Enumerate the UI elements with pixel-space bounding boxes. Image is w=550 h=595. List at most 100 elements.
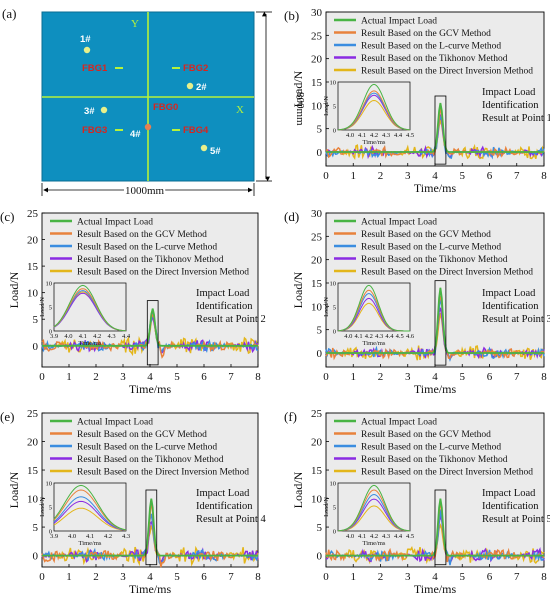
- point5-marker: [200, 144, 208, 152]
- x-tick-label: 5: [460, 170, 466, 182]
- x-tick-label: 0: [323, 371, 329, 383]
- y-tick-label: 15: [27, 465, 39, 477]
- inset-y-tick-label: 10: [46, 281, 53, 288]
- legend-label-3: Result Based on the Tikhonov Method: [361, 54, 508, 64]
- x-tick-label: 6: [487, 371, 493, 383]
- inset-y-tick-label: 0: [333, 529, 336, 536]
- inset-x-tick-label: 4.1: [86, 533, 94, 540]
- y-tick-label: 15: [311, 77, 323, 89]
- inset-x-tick-label: 4.2: [370, 533, 378, 540]
- legend-label-2: Result Based on the L-curve Method: [77, 443, 217, 453]
- panel-label-a: (a): [2, 6, 16, 21]
- annotation-line-2: Result at Point 4: [196, 514, 266, 525]
- panel-label: (c): [0, 209, 14, 224]
- y-tick-label: 10: [311, 301, 323, 313]
- x-tick-label: 2: [378, 170, 384, 182]
- inset-y-tick-label: 0: [333, 128, 336, 135]
- panel-label: (e): [0, 409, 14, 424]
- inset-series-0: [337, 83, 411, 131]
- legend-label-4: Result Based on the Direct Inversion Met…: [361, 468, 533, 478]
- x-tick-label: 0: [39, 371, 45, 383]
- series-line-0: [42, 308, 258, 347]
- legend-label-0: Actual Impact Load: [361, 17, 437, 27]
- y-tick-label: 5: [317, 124, 323, 136]
- x-tick-label: 8: [541, 170, 547, 182]
- inset-x-title: Time/ms: [79, 340, 102, 347]
- y-tick-label: 25: [27, 208, 39, 220]
- x-tick-label: 7: [514, 371, 520, 383]
- y-tick-label: 25: [311, 408, 323, 420]
- y-tick-label: 10: [311, 100, 323, 112]
- y-tick-label: 20: [311, 54, 323, 66]
- height-label: 800mm: [294, 92, 306, 126]
- inset-x-tick-label: 4.0: [346, 533, 354, 540]
- x-tick-label: 7: [514, 170, 520, 182]
- y-tick-label: 0: [317, 147, 323, 159]
- legend-label-1: Result Based on the GCV Method: [361, 430, 491, 440]
- y-tick-label: 15: [311, 278, 323, 290]
- legend-label-4: Result Based on the Direct Inversion Met…: [77, 468, 249, 478]
- x-tick-label: 7: [514, 571, 520, 583]
- inset-y-tick-label: 5: [333, 505, 336, 512]
- inset-y-title: Load/N: [39, 497, 46, 517]
- legend-label-1: Result Based on the GCV Method: [361, 230, 491, 240]
- point4-label: 4#: [130, 129, 141, 140]
- annotation-line-2: Result at Point 2: [196, 314, 266, 325]
- annotation-line-2: Result at Point 1: [482, 113, 550, 124]
- inset-x-tick-label: 4.2: [93, 333, 101, 340]
- legend-label-4: Result Based on the Direct Inversion Met…: [361, 67, 533, 77]
- legend-label-1: Result Based on the GCV Method: [77, 230, 207, 240]
- inset-y-tick-label: 5: [49, 505, 52, 512]
- inset-x-tick-label: 4.1: [358, 132, 366, 139]
- annotation-line-1: Identification: [482, 301, 539, 312]
- inset-series-4: [337, 505, 411, 532]
- point3-label: 3#: [84, 106, 95, 117]
- inset-x-tick-label: 4.2: [365, 333, 373, 340]
- y-tick-label: 30: [311, 7, 323, 19]
- y-tick-label: 15: [27, 261, 39, 273]
- inset-x-tick-label: 3.9: [50, 333, 58, 340]
- y-axis-title: Load/N: [291, 471, 305, 508]
- point3-marker: [100, 106, 108, 114]
- fbg2-sensor: [172, 67, 180, 69]
- inset-x-tick-label: 4.3: [108, 333, 116, 340]
- peak-highlight-box: [434, 489, 447, 566]
- inset-y-tick-label: 5: [333, 104, 336, 111]
- inset-y-tick-label: 10: [46, 481, 53, 488]
- chart-b: (b) 0 1 2 3 4 5 6 7 8 0 5 10 15 20 25 30 Time/ms Load/N Act…: [284, 7, 550, 195]
- inset-series-0: [337, 284, 410, 332]
- x-tick-label: 4: [432, 371, 438, 383]
- annotation-line-0: Impact Load: [482, 87, 536, 98]
- x-tick-label: 8: [255, 371, 261, 383]
- legend-label-1: Result Based on the GCV Method: [77, 430, 207, 440]
- x-tick-label: 8: [541, 571, 547, 583]
- x-tick-label: 2: [93, 371, 99, 383]
- point4-marker: [144, 123, 152, 131]
- inset-x-tick-label: 4.0: [346, 132, 354, 139]
- inset-y-tick-label: 10: [330, 481, 337, 488]
- x-tick-label: 5: [460, 371, 466, 383]
- fbg2-label: FBG2: [183, 63, 208, 74]
- inset-y-tick-label: 0: [49, 529, 52, 536]
- point2-marker: [186, 82, 194, 90]
- inset-x-tick-label: 4.5: [406, 533, 414, 540]
- annotation-line-2: Result at Point 5: [482, 514, 550, 525]
- y-tick-label: 5: [317, 325, 323, 337]
- inset-y-title: Load/N: [39, 297, 46, 317]
- x-tick-label: 3: [405, 571, 411, 583]
- x-tick-label: 3: [405, 371, 411, 383]
- peak-highlight-box: [434, 95, 447, 165]
- chart-e: (e) 0 1 2 3 4 5 6 7 8 0 5 10 15 20 25 Time/ms Load/N Actua…: [0, 408, 266, 595]
- x-tick-label: 2: [378, 571, 384, 583]
- inset-x-tick-label: 4.5: [396, 333, 404, 340]
- panel-label: (d): [284, 209, 299, 224]
- inset-plot: [337, 482, 411, 532]
- annotation-line-2: Result at Point 3: [482, 314, 550, 325]
- inset-plot: [337, 81, 411, 131]
- y-axis-title: Load/N: [291, 271, 305, 308]
- y-tick-label: 0: [33, 341, 39, 353]
- annotation-line-0: Impact Load: [196, 288, 250, 299]
- fbg3-sensor: [115, 129, 123, 131]
- inset-x-tick-label: 4.4: [385, 333, 394, 340]
